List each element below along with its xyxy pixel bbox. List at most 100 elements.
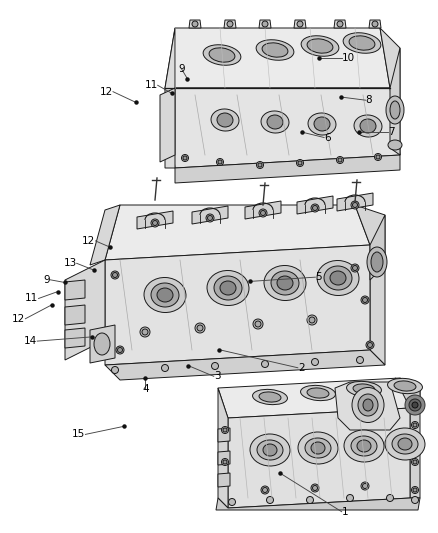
Circle shape <box>255 321 261 327</box>
Circle shape <box>113 272 117 278</box>
Circle shape <box>223 460 227 464</box>
Ellipse shape <box>271 271 299 295</box>
Circle shape <box>261 360 268 367</box>
Ellipse shape <box>349 36 375 50</box>
Circle shape <box>222 426 229 433</box>
Ellipse shape <box>344 430 384 462</box>
Ellipse shape <box>363 399 373 411</box>
Polygon shape <box>160 88 175 162</box>
Circle shape <box>366 341 374 349</box>
Circle shape <box>411 497 418 504</box>
Circle shape <box>117 348 123 352</box>
Circle shape <box>298 161 302 165</box>
Ellipse shape <box>220 281 236 295</box>
Ellipse shape <box>307 388 329 398</box>
Ellipse shape <box>300 385 336 401</box>
Circle shape <box>223 428 227 432</box>
Circle shape <box>142 329 148 335</box>
Circle shape <box>346 495 353 502</box>
Text: 15: 15 <box>72 430 85 439</box>
Circle shape <box>386 495 393 502</box>
Ellipse shape <box>144 278 186 312</box>
Circle shape <box>216 158 223 166</box>
Polygon shape <box>175 155 400 183</box>
Circle shape <box>411 458 418 465</box>
Polygon shape <box>228 408 410 508</box>
Ellipse shape <box>203 45 241 65</box>
Text: 3: 3 <box>214 372 220 381</box>
Polygon shape <box>216 498 420 510</box>
Polygon shape <box>337 193 373 211</box>
Circle shape <box>338 158 342 162</box>
Polygon shape <box>400 378 420 498</box>
Ellipse shape <box>253 390 287 405</box>
Ellipse shape <box>354 115 382 137</box>
Circle shape <box>363 297 367 303</box>
Circle shape <box>376 155 380 159</box>
Ellipse shape <box>277 276 293 290</box>
Circle shape <box>218 160 222 164</box>
Ellipse shape <box>308 113 336 135</box>
Circle shape <box>262 488 268 492</box>
Text: 14: 14 <box>24 336 37 346</box>
Circle shape <box>261 211 265 215</box>
Circle shape <box>307 497 314 504</box>
Text: 2: 2 <box>298 363 304 373</box>
Circle shape <box>351 264 359 272</box>
Circle shape <box>311 484 319 492</box>
Text: 4: 4 <box>142 384 149 394</box>
Polygon shape <box>390 48 400 155</box>
Circle shape <box>140 327 150 337</box>
Ellipse shape <box>305 438 331 458</box>
Polygon shape <box>105 205 370 260</box>
Circle shape <box>309 317 315 323</box>
Polygon shape <box>65 328 85 348</box>
Text: 5: 5 <box>315 272 322 282</box>
Circle shape <box>208 215 212 221</box>
Polygon shape <box>334 20 346 28</box>
Circle shape <box>253 319 263 329</box>
Text: 12: 12 <box>100 87 113 96</box>
Circle shape <box>351 201 359 209</box>
Ellipse shape <box>360 119 376 133</box>
Ellipse shape <box>263 444 277 456</box>
Ellipse shape <box>371 252 383 272</box>
Circle shape <box>266 497 273 504</box>
Text: 11: 11 <box>25 294 39 303</box>
Text: 6: 6 <box>324 133 331 142</box>
Circle shape <box>262 21 268 27</box>
Circle shape <box>183 156 187 160</box>
Circle shape <box>413 460 417 464</box>
Ellipse shape <box>259 392 281 402</box>
Polygon shape <box>380 28 400 155</box>
Ellipse shape <box>301 36 339 56</box>
Circle shape <box>151 219 159 227</box>
Ellipse shape <box>257 440 283 460</box>
Polygon shape <box>189 20 201 28</box>
Ellipse shape <box>357 440 371 452</box>
Ellipse shape <box>352 387 384 423</box>
Polygon shape <box>165 28 175 168</box>
Polygon shape <box>192 206 228 224</box>
Ellipse shape <box>261 111 289 133</box>
Ellipse shape <box>250 434 290 466</box>
Circle shape <box>258 163 262 167</box>
Circle shape <box>227 21 233 27</box>
Circle shape <box>297 21 303 27</box>
Ellipse shape <box>209 48 235 62</box>
Polygon shape <box>165 28 390 88</box>
Circle shape <box>405 395 425 415</box>
Polygon shape <box>165 88 400 168</box>
Ellipse shape <box>211 109 239 131</box>
Circle shape <box>336 157 343 164</box>
Polygon shape <box>90 205 120 265</box>
Circle shape <box>257 161 264 168</box>
Circle shape <box>112 367 119 374</box>
Ellipse shape <box>398 438 412 450</box>
Circle shape <box>374 154 381 160</box>
Polygon shape <box>218 388 228 508</box>
Circle shape <box>111 271 119 279</box>
Polygon shape <box>105 350 385 380</box>
Ellipse shape <box>256 40 294 60</box>
Polygon shape <box>370 215 385 280</box>
